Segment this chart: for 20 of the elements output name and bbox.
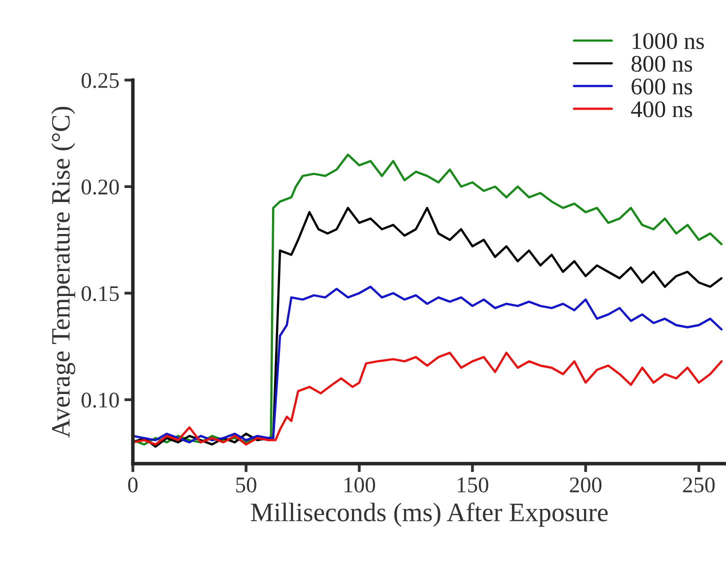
line-series xyxy=(132,206,723,448)
y-tick-label: 0.20 xyxy=(82,180,119,195)
legend-label: 800 ns xyxy=(632,56,692,72)
x-tick-label: 200 xyxy=(570,477,602,492)
line-series xyxy=(132,154,723,446)
y-tick-label: 0.25 xyxy=(82,73,119,88)
x-tick-label: 50 xyxy=(236,477,256,492)
line-series xyxy=(132,286,723,444)
legend-label: 1000 ns xyxy=(632,33,704,50)
legend-label: 400 ns xyxy=(631,101,692,118)
x-tick-label: 150 xyxy=(458,477,488,492)
y-tick-label: 0.15 xyxy=(82,286,119,302)
x-tick-label: 250 xyxy=(683,477,715,492)
x-tick-label: 100 xyxy=(344,477,376,492)
line-series xyxy=(132,352,723,446)
x-tick-label: 0 xyxy=(128,477,138,492)
legend-label: 600 ns xyxy=(632,78,692,95)
x-axis-title: Milliseconds (ms) After Exposure xyxy=(250,502,608,527)
y-axis-title: Average Temperature Rise (°C) xyxy=(51,106,76,438)
y-tick-label: 0.10 xyxy=(82,392,119,408)
